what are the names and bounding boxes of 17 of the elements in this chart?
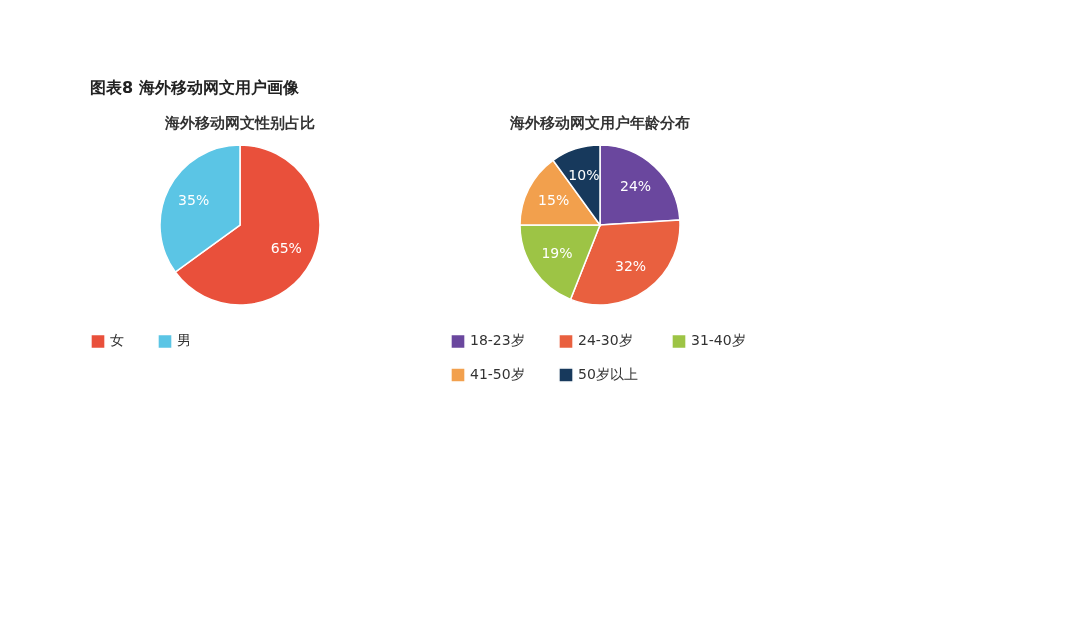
legend-label: 50岁以上: [578, 366, 638, 382]
chart-title: 海外移动网文用户年龄分布: [509, 114, 690, 132]
legend-label: 24-30岁: [578, 332, 633, 349]
data-label: 10%: [568, 166, 600, 183]
legend-label: 男: [177, 332, 191, 349]
data-label: 32%: [615, 258, 647, 275]
legend-label: 18-23岁: [470, 332, 525, 349]
data-label: 35%: [178, 192, 210, 209]
legend-label: 31-40岁: [691, 332, 746, 349]
chart-title: 海外移动网文性别占比: [164, 114, 315, 132]
data-label: 15%: [538, 192, 570, 209]
text: 图表8 海外移动网文用户画像: [90, 78, 300, 97]
legend-label: 女: [110, 332, 124, 349]
data-label: 65%: [270, 239, 302, 256]
data-label: 24%: [620, 178, 652, 195]
legend-label: 41-50岁: [470, 366, 525, 382]
data-label: 19%: [541, 245, 573, 262]
